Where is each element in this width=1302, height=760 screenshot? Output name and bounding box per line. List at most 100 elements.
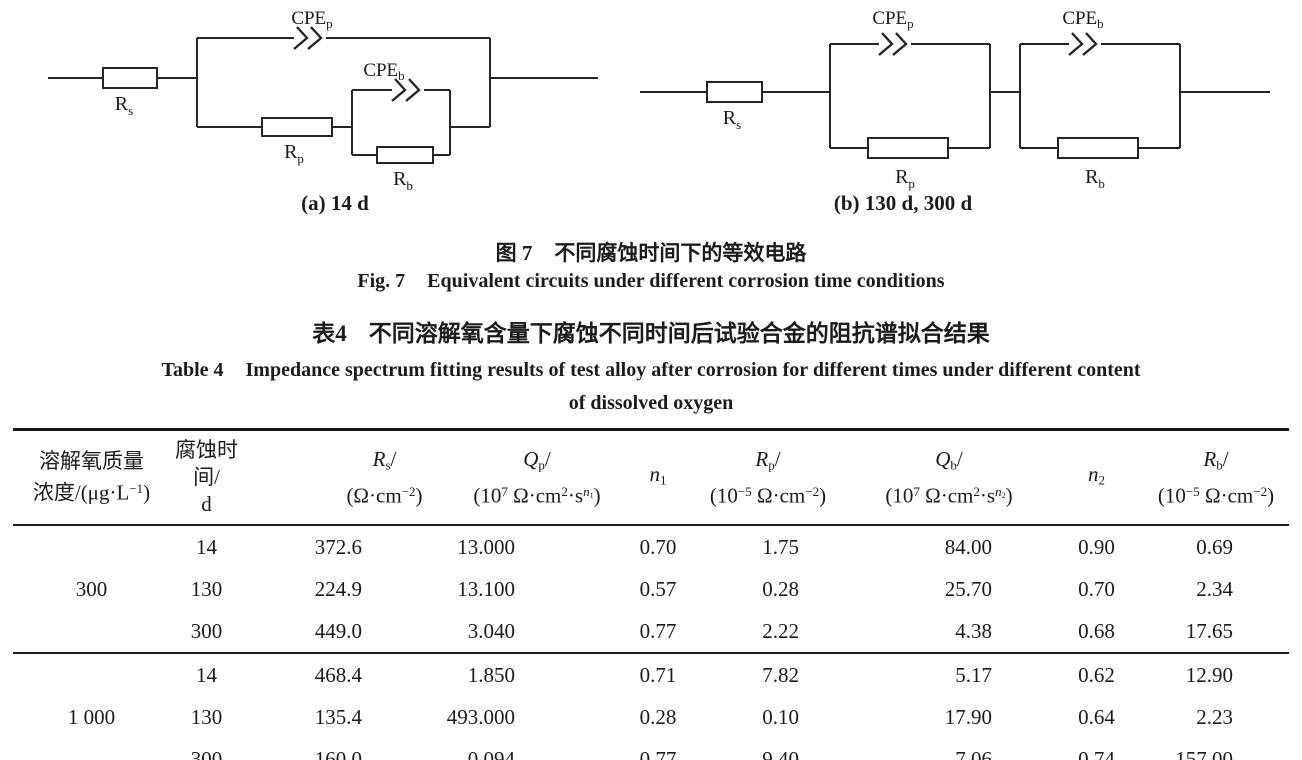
table-cell: 2.23 <box>1196 704 1233 729</box>
resistor-box-rs <box>102 67 158 89</box>
table-cell: 84.00 <box>944 534 992 559</box>
table-cell: 4.38 <box>955 618 992 643</box>
table-cell: 17.65 <box>1185 618 1233 643</box>
cpe-p-label: CPEp <box>872 8 913 31</box>
resistor-box-rp <box>261 117 333 137</box>
table-cell: 130 <box>190 704 223 729</box>
table-row: 300 160.0 0.094 0.77 9.40 7.06 0.74 157.… <box>13 738 1289 760</box>
cpe-icon <box>390 77 421 103</box>
table-cell: 449.0 <box>314 618 362 643</box>
header-line: 腐蚀时间/ <box>175 438 238 489</box>
header-line: (10−5 Ω·cm−2) <box>1157 483 1275 508</box>
circuit-b-wires <box>640 43 1270 159</box>
label-text: R <box>1085 166 1099 188</box>
concentration-cell: 300 <box>75 576 108 601</box>
table-cell: 0.68 <box>1078 618 1115 643</box>
circuit-a-wires <box>48 37 598 164</box>
header-line: 浓度/(μg·L−1) <box>32 480 151 505</box>
header-line: Rb/ <box>1203 446 1229 472</box>
col-header-qb: Qb/ (107 Ω·cm2·sn2) <box>848 429 1050 526</box>
label-subscript: b <box>406 178 413 193</box>
cpe-p-label: CPEp <box>291 8 332 31</box>
table-cell: 135.4 <box>314 704 362 729</box>
table-row: 300 14 372.6 13.000 0.70 1.75 84.00 0.90… <box>13 525 1289 601</box>
impedance-fitting-table: 溶解氧质量 浓度/(μg·L−1) 腐蚀时间/ d Rs/ (Ω·cm−2) Q… <box>13 428 1289 760</box>
table-cell: 160.0 <box>314 746 362 760</box>
table-cell: 0.70 <box>1078 576 1115 601</box>
table-cell: 14 <box>196 534 217 559</box>
col-header-n1: n1 <box>628 429 688 526</box>
label-subscript: p <box>297 151 304 166</box>
table-cell: 157.00 <box>1175 746 1233 760</box>
header-line: (107 Ω·cm2·sn1) <box>473 483 601 508</box>
figure-number-en: Fig. 7 <box>357 270 406 292</box>
label-subscript: p <box>908 176 915 191</box>
table-caption-en-text: Impedance spectrum fitting results of te… <box>245 359 1141 381</box>
table-number-en: Table 4 <box>161 359 224 381</box>
table-cell: 0.77 <box>639 746 677 760</box>
cpe-icon <box>877 31 908 57</box>
label-subscript: p <box>907 16 914 31</box>
rb-label: Rb <box>393 168 413 193</box>
col-header-n2: n2 <box>1050 429 1143 526</box>
table-cell: 0.90 <box>1078 534 1115 559</box>
table-caption-zh-text: 不同溶解氧含量下腐蚀不同时间后试验合金的阻抗谱拟合结果 <box>368 321 990 346</box>
table-cell: 0.10 <box>762 704 799 729</box>
header-line: (Ω·cm−2) <box>346 483 423 508</box>
header-line: (107 Ω·cm2·sn2) <box>885 483 1013 508</box>
header-line: Qb/ <box>935 446 963 472</box>
header-line: Qp/ <box>523 446 551 472</box>
concentration-cell: 1 000 <box>13 652 170 760</box>
impedance-fitting-table-wrap: 溶解氧质量 浓度/(μg·L−1) 腐蚀时间/ d Rs/ (Ω·cm−2) Q… <box>13 428 1289 760</box>
table-cell: 0.62 <box>1050 652 1143 696</box>
table-cell: 7.06 <box>955 746 992 760</box>
header-line: Rs/ <box>372 446 397 472</box>
figure-caption-en: Fig. 7 Equivalent circuits under differen… <box>0 270 1302 293</box>
wire <box>351 89 490 155</box>
cpe-icon <box>1067 31 1098 57</box>
figure-caption-zh-text: 不同腐蚀时间下的等效电路 <box>554 241 807 265</box>
table-cell: 13.000 <box>457 534 515 559</box>
table-caption-en-line1: Table 4 Impedance spectrum fitting result… <box>0 359 1302 382</box>
figure-caption-zh: 图 7 不同腐蚀时间下的等效电路 <box>0 237 1302 267</box>
wire <box>196 37 598 127</box>
label-text: CPE <box>291 8 326 29</box>
cpe-icon <box>292 25 323 51</box>
rs-label: Rs <box>723 107 741 132</box>
table-cell: 14 <box>170 652 243 696</box>
rs-label: Rs <box>115 93 133 118</box>
table-cell: 0.28 <box>639 704 677 729</box>
rp-label: Rp <box>284 141 304 166</box>
table-cell: 0.70 <box>639 534 677 559</box>
table-row: 1 000 14 468.4 1.850 0.71 7.82 5.17 0.62… <box>13 652 1289 760</box>
label-text: R <box>895 166 909 188</box>
cpe-b-label: CPEb <box>363 60 404 83</box>
table-cell: 372.6 <box>314 534 362 559</box>
figure-number-zh: 图 7 <box>495 241 533 265</box>
rp-label: Rp <box>895 166 915 191</box>
label-text: CPE <box>1062 8 1097 29</box>
table-row: 130 224.9 13.100 0.57 0.28 25.70 0.70 2.… <box>13 568 1289 610</box>
resistor-box-rb <box>376 146 434 164</box>
table-cell: 0.57 <box>639 576 677 601</box>
wire <box>1020 91 1270 149</box>
col-header-rs: Rs/ (Ω·cm−2) <box>243 429 446 526</box>
cpe-b-label: CPEb <box>1062 8 1103 31</box>
table-cell: 1.75 <box>762 534 799 559</box>
table-caption-en-text2: of dissolved oxygen <box>568 392 734 414</box>
label-subscript: p <box>326 16 333 31</box>
table-cell: 0.28 <box>762 576 799 601</box>
table-cell: 2.22 <box>762 618 799 643</box>
label-text: R <box>393 168 407 190</box>
circuit-a-caption: (a) 14 d <box>301 191 369 215</box>
table-cell: 0.71 <box>628 652 688 696</box>
header-line: d <box>201 492 212 516</box>
col-header-concentration: 溶解氧质量 浓度/(μg·L−1) <box>13 429 170 526</box>
label-subscript: b <box>398 68 405 83</box>
table-cell: 130 <box>190 576 223 601</box>
table-cell: 300 <box>190 746 223 760</box>
table-cell: 0.69 <box>1196 534 1233 559</box>
table-cell: 224.9 <box>314 576 362 601</box>
table-cell: 0.74 <box>1078 746 1115 760</box>
